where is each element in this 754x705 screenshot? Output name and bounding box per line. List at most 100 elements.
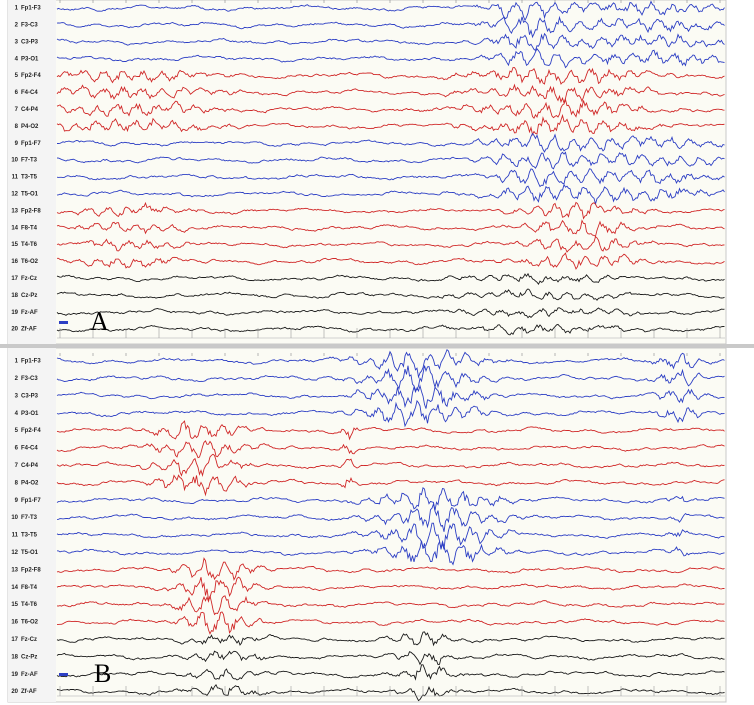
- panel-letter: B: [94, 659, 111, 688]
- channel-name: P4-O2: [21, 480, 39, 486]
- scale-marker: [59, 673, 68, 676]
- channel-number: 11: [12, 175, 19, 181]
- channel-number: 4: [15, 56, 19, 62]
- eeg-trace: [56, 168, 725, 188]
- channel-number: 15: [11, 242, 18, 248]
- channel-number: 3: [15, 39, 19, 45]
- eeg-trace: [56, 365, 725, 391]
- channel-number: 20: [11, 327, 18, 333]
- channel-number: 1: [15, 359, 19, 365]
- channel-number: 10: [11, 515, 18, 521]
- channel-name: C4-P4: [21, 463, 39, 469]
- channel-name: Fp1-F7: [21, 141, 41, 147]
- eeg-trace: [56, 323, 725, 336]
- channel-name: P3-O1: [21, 56, 39, 62]
- channel-name: F7-T3: [21, 158, 38, 164]
- channel-name: T3-T5: [21, 533, 38, 539]
- eeg-trace: [56, 219, 725, 237]
- eeg-trace: [56, 201, 725, 220]
- eeg-trace: [56, 420, 725, 441]
- channel-number: 17: [11, 276, 18, 282]
- channel-name: Fp1-F3: [21, 359, 41, 365]
- channel-name: Fz-Cz: [21, 276, 37, 282]
- channel-number: 3: [15, 393, 19, 399]
- channel-number: 8: [15, 480, 19, 486]
- channel-number: 12: [11, 550, 18, 556]
- channel-number: 13: [11, 567, 18, 573]
- eeg-trace: [56, 348, 725, 379]
- channel-name: T5-O1: [21, 550, 39, 556]
- eeg-trace: [56, 32, 725, 52]
- channel-name: F3-C3: [21, 376, 38, 382]
- channel-name: Zf-AF: [21, 327, 37, 333]
- channel-name: Cz-Pz: [21, 293, 37, 299]
- channel-name: T4-T6: [21, 602, 38, 608]
- channel-name: Fp2-F4: [21, 73, 41, 79]
- eeg-trace: [56, 539, 725, 566]
- channel-number: 14: [11, 585, 18, 591]
- label-column: [8, 0, 56, 344]
- eeg-trace: [56, 631, 725, 647]
- eeg-trace: [56, 113, 725, 136]
- eeg-trace: [56, 307, 725, 319]
- channel-name: C3-P3: [21, 39, 39, 45]
- channel-name: P3-O1: [21, 411, 39, 417]
- channel-number: 16: [11, 620, 18, 626]
- eeg-trace: [56, 384, 725, 409]
- eeg-trace: [56, 522, 725, 550]
- panel-a: 1 Fp1-F32 F3-C33 C3-P34 P3-O15 Fp2-F46 F4-C47 C…: [7, 0, 727, 345]
- channel-number: 19: [11, 310, 18, 316]
- channel-number: 18: [11, 293, 18, 299]
- eeg-trace: [56, 453, 725, 477]
- channel-number: 18: [11, 654, 18, 660]
- panel-letter: A: [90, 307, 109, 336]
- channel-name: F8-T4: [21, 585, 38, 591]
- eeg-trace: [57, 611, 725, 635]
- channel-name: Zf-AF: [21, 689, 37, 695]
- channel-number: 5: [15, 73, 19, 79]
- channel-name: F4-C4: [21, 90, 38, 96]
- channel-name: Fp2-F4: [21, 428, 41, 434]
- channel-name: Fp1-F7: [21, 498, 41, 504]
- channel-name: C3-P3: [21, 393, 39, 399]
- channel-name: F4-C4: [21, 446, 38, 452]
- channel-number: 11: [12, 533, 19, 539]
- eeg-trace: [56, 67, 725, 85]
- channel-number: 6: [15, 446, 19, 452]
- eeg-trace: [56, 557, 725, 581]
- panel-frame: [7, 0, 727, 345]
- channel-name: Cz-Pz: [21, 654, 37, 660]
- channel-name: F8-T4: [21, 225, 38, 231]
- channel-name: P4-O2: [21, 124, 39, 130]
- eeg-trace: [56, 235, 725, 253]
- channel-name: T4-T6: [21, 242, 38, 248]
- eeg-trace: [56, 98, 725, 120]
- panel-frame: [7, 347, 727, 703]
- channel-name: Fp2-F8: [21, 567, 41, 573]
- channel-number: 16: [11, 259, 18, 265]
- panel-b: 1 Fp1-F32 F3-C33 C3-P34 P3-O15 Fp2-F46 F4-C47 C…: [7, 347, 727, 703]
- label-column: [8, 348, 56, 702]
- channel-number: 4: [15, 411, 19, 417]
- eeg-trace: [56, 664, 725, 681]
- channel-name: Fz-AF: [21, 672, 38, 678]
- eeg-trace: [56, 151, 725, 170]
- channel-number: 9: [15, 141, 19, 147]
- panel-divider: [0, 344, 754, 348]
- eeg-trace: [56, 83, 725, 105]
- channel-name: C4-P4: [21, 107, 39, 113]
- eeg-trace: [56, 595, 725, 616]
- channel-number: 6: [15, 90, 19, 96]
- channel-name: Fz-Cz: [21, 637, 37, 643]
- channel-number: 10: [11, 158, 18, 164]
- eeg-trace: [56, 272, 725, 286]
- channel-name: Fp1-F3: [21, 6, 41, 12]
- channel-number: 19: [11, 672, 18, 678]
- scale-marker: [59, 321, 68, 324]
- channel-number: 20: [11, 689, 18, 695]
- channel-number: 1: [15, 6, 19, 12]
- channel-number: 15: [11, 602, 18, 608]
- channel-name: Fp2-F8: [21, 208, 41, 214]
- eeg-trace: [56, 474, 725, 497]
